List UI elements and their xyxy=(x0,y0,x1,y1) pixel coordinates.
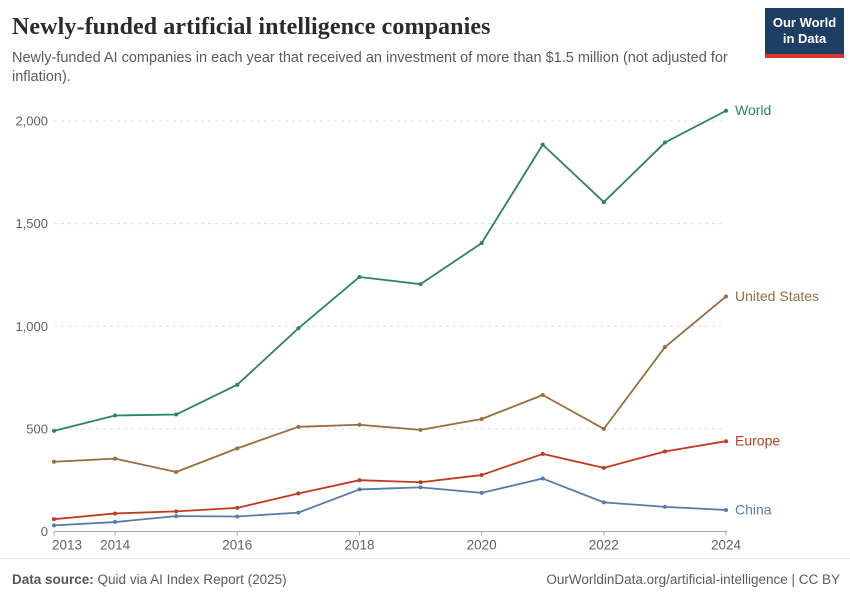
data-point-europe xyxy=(113,511,118,516)
y-axis-tick-label: 500 xyxy=(26,421,48,436)
data-point-world xyxy=(357,274,362,279)
data-point-china xyxy=(601,500,606,505)
data-point-china xyxy=(479,490,484,495)
data-point-china xyxy=(113,520,118,525)
credit-link[interactable]: OurWorldinData.org/artificial-intelligen… xyxy=(546,572,840,587)
series-line-united-states xyxy=(53,295,727,473)
data-point-united-states xyxy=(724,294,728,299)
data-point-china xyxy=(357,487,362,492)
data-point-europe xyxy=(479,473,484,478)
data-point-world xyxy=(296,326,301,331)
x-axis-tick-label: 2014 xyxy=(100,538,131,553)
data-point-united-states xyxy=(540,393,545,398)
data-source: Data source: Quid via AI Index Report (2… xyxy=(12,572,287,587)
data-point-united-states xyxy=(662,345,667,350)
owid-logo-accent-bar xyxy=(765,53,844,58)
series-label-world[interactable]: World xyxy=(735,102,771,118)
chart-subtitle: Newly-funded AI companies in each year t… xyxy=(12,50,728,86)
data-point-china xyxy=(724,507,728,512)
x-axis-tick-label: 2022 xyxy=(589,538,619,553)
data-point-world xyxy=(52,428,56,433)
data-point-europe xyxy=(724,439,728,444)
chart-area: 0 500 1,000 1,500 2,000 2013 2014 2016 2018 2020 2… xyxy=(0,95,850,557)
data-point-europe xyxy=(174,509,179,514)
data-point-united-states xyxy=(235,446,240,451)
data-point-europe xyxy=(357,478,362,483)
data-point-united-states xyxy=(601,426,606,431)
y-axis-tick-label: 1,000 xyxy=(15,319,48,334)
y-axis-tick-label: 1,500 xyxy=(15,216,48,231)
data-point-europe xyxy=(540,451,545,456)
data-source-label: Data source: xyxy=(12,572,94,587)
header: Newly-funded artificial intelligence com… xyxy=(0,0,850,87)
data-point-united-states xyxy=(113,456,118,461)
logo-line-1: Our World xyxy=(772,15,837,30)
data-point-world xyxy=(540,142,545,147)
series-line-world xyxy=(53,109,727,432)
data-point-united-states xyxy=(52,459,56,464)
data-point-china xyxy=(235,514,240,519)
data-point-world xyxy=(113,413,118,418)
data-point-world xyxy=(601,200,606,205)
y-axis-tick-label: 2,000 xyxy=(15,114,48,129)
data-point-united-states xyxy=(479,417,484,422)
data-point-united-states xyxy=(357,422,362,427)
data-point-world xyxy=(724,108,728,113)
owid-logo-box: Our World in Data xyxy=(765,8,844,54)
data-point-europe xyxy=(601,465,606,470)
data-point-united-states xyxy=(174,469,179,474)
data-point-world xyxy=(662,140,667,145)
x-axis-tick-label: 2016 xyxy=(222,538,252,553)
x-axis-tick-label: 2020 xyxy=(467,538,497,553)
series-label-europe[interactable]: Europe xyxy=(735,433,780,449)
page-title: Newly-funded artificial intelligence com… xyxy=(12,14,491,40)
series-label-china[interactable]: China xyxy=(735,501,772,517)
data-point-china xyxy=(296,510,301,515)
data-point-world xyxy=(235,382,240,387)
data-source-value: Quid via AI Index Report (2025) xyxy=(97,572,287,587)
logo-line-2: in Data xyxy=(782,31,827,47)
data-point-china xyxy=(418,485,423,490)
data-point-europe xyxy=(418,480,423,485)
data-point-united-states xyxy=(296,424,301,429)
footer: Data source: Quid via AI Index Report (2… xyxy=(0,558,850,600)
owid-logo[interactable]: Our World in Data xyxy=(765,8,844,58)
data-point-china xyxy=(174,514,179,519)
y-axis-tick-label: 0 xyxy=(41,524,48,539)
x-axis-tick-label: 2018 xyxy=(344,538,374,553)
data-point-europe xyxy=(296,491,301,496)
data-point-europe xyxy=(52,517,56,522)
data-point-world xyxy=(418,282,423,287)
data-point-china xyxy=(540,476,545,481)
data-point-europe xyxy=(235,505,240,510)
x-axis-tick-label: 2024 xyxy=(711,538,742,553)
data-point-world xyxy=(174,412,179,417)
data-point-world xyxy=(479,241,484,246)
series-line-europe xyxy=(53,440,727,521)
x-axis-tick-label: 2013 xyxy=(52,538,82,553)
data-point-united-states xyxy=(418,427,423,432)
line-chart: 0 500 1,000 1,500 2,000 2013 2014 2016 2018 2020 2… xyxy=(15,102,819,553)
data-point-europe xyxy=(662,449,667,454)
data-point-china xyxy=(52,523,56,528)
data-point-china xyxy=(662,504,667,509)
series-line-china xyxy=(53,477,727,527)
series-label-united-states[interactable]: United States xyxy=(735,288,819,304)
